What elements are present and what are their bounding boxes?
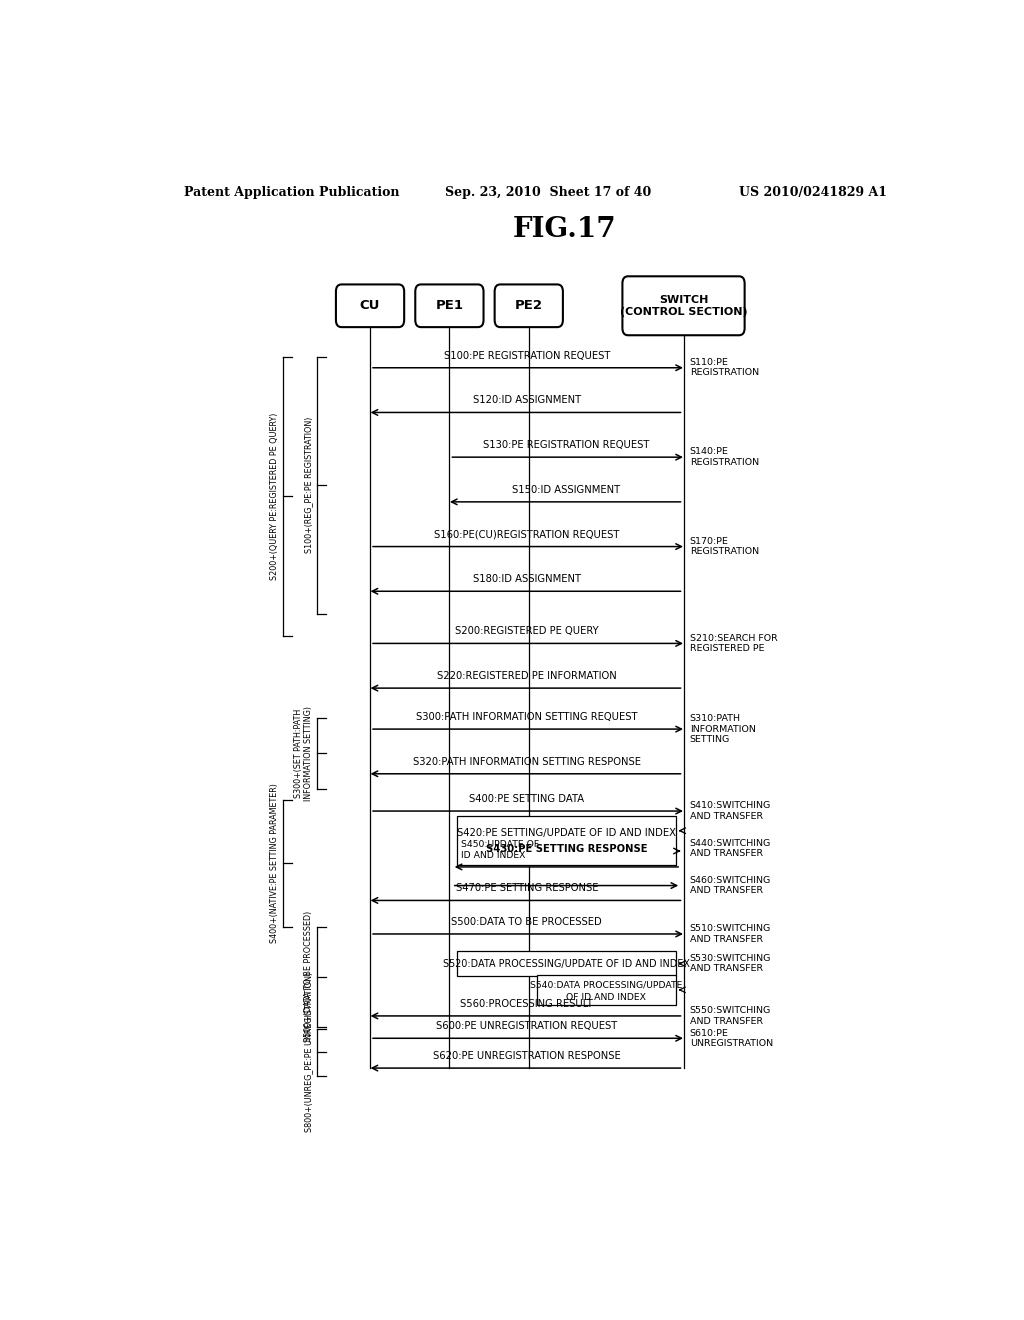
Text: S100+(REG_PE:PE REGISTRATION): S100+(REG_PE:PE REGISTRATION) <box>304 417 313 553</box>
Text: S320:PATH INFORMATION SETTING RESPONSE: S320:PATH INFORMATION SETTING RESPONSE <box>413 756 641 767</box>
Text: S620:PE UNREGISTRATION RESPONSE: S620:PE UNREGISTRATION RESPONSE <box>433 1051 621 1061</box>
Text: S450:UPDATE OF
ID AND INDEX: S450:UPDATE OF ID AND INDEX <box>462 841 540 859</box>
Text: S410:SWITCHING
AND TRANSFER: S410:SWITCHING AND TRANSFER <box>690 801 771 821</box>
FancyBboxPatch shape <box>336 284 404 327</box>
Text: S310:PATH
INFORMATION
SETTING: S310:PATH INFORMATION SETTING <box>690 714 756 744</box>
Text: S300+(SET PATH:PATH
INFORMATION SETTING): S300+(SET PATH:PATH INFORMATION SETTING) <box>294 706 313 801</box>
Text: S430:PE SETTING RESPONSE: S430:PE SETTING RESPONSE <box>485 843 647 854</box>
Text: S400+(NATIVE:PE SETTING PARAMETER): S400+(NATIVE:PE SETTING PARAMETER) <box>269 783 279 942</box>
Text: S150:ID ASSIGNMENT: S150:ID ASSIGNMENT <box>512 484 621 495</box>
Text: S470:PE SETTING RESPONSE: S470:PE SETTING RESPONSE <box>456 883 598 894</box>
Text: PE2: PE2 <box>515 300 543 313</box>
Text: S400:PE SETTING DATA: S400:PE SETTING DATA <box>469 793 585 804</box>
Text: SWITCH
(CONTROL SECTION): SWITCH (CONTROL SECTION) <box>620 294 748 317</box>
Text: S560:PROCESSING RESULT: S560:PROCESSING RESULT <box>461 999 593 1008</box>
Bar <box>458 952 676 977</box>
Text: US 2010/0241829 A1: US 2010/0241829 A1 <box>739 186 887 199</box>
Text: S120:ID ASSIGNMENT: S120:ID ASSIGNMENT <box>473 396 581 405</box>
Text: S550:SWITCHING
AND TRANSFER: S550:SWITCHING AND TRANSFER <box>690 1006 771 1026</box>
Text: PE1: PE1 <box>435 300 464 313</box>
Text: S440:SWITCHING
AND TRANSFER: S440:SWITCHING AND TRANSFER <box>690 838 771 858</box>
Bar <box>458 817 676 865</box>
Text: CU: CU <box>359 300 380 313</box>
Text: OF ID AND INDEX: OF ID AND INDEX <box>566 994 646 1002</box>
Text: S540:DATA PROCESSING/UPDATE: S540:DATA PROCESSING/UPDATE <box>530 981 682 989</box>
Text: S520:DATA PROCESSING/UPDATE OF ID AND INDEX: S520:DATA PROCESSING/UPDATE OF ID AND IN… <box>443 958 690 969</box>
Text: S110:PE
REGISTRATION: S110:PE REGISTRATION <box>690 358 759 378</box>
Text: S160:PE(CU)REGISTRATION REQUEST: S160:PE(CU)REGISTRATION REQUEST <box>434 529 620 540</box>
Text: S200+(QUERY PE:REGISTERED PE QUERY): S200+(QUERY PE:REGISTERED PE QUERY) <box>269 413 279 579</box>
Text: S610:PE
UNREGISTRATION: S610:PE UNREGISTRATION <box>690 1028 773 1048</box>
Text: Patent Application Publication: Patent Application Publication <box>183 186 399 199</box>
Text: S510:SWITCHING
AND TRANSFER: S510:SWITCHING AND TRANSFER <box>690 924 771 944</box>
Bar <box>537 974 676 1005</box>
Text: S170:PE
REGISTRATION: S170:PE REGISTRATION <box>690 537 759 556</box>
Text: S210:SEARCH FOR
REGISTERED PE: S210:SEARCH FOR REGISTERED PE <box>690 634 777 653</box>
Text: S530:SWITCHING
AND TRANSFER: S530:SWITCHING AND TRANSFER <box>690 954 771 973</box>
Text: S600:PE UNREGISTRATION REQUEST: S600:PE UNREGISTRATION REQUEST <box>436 1022 617 1031</box>
Text: S100:PE REGISTRATION REQUEST: S100:PE REGISTRATION REQUEST <box>443 351 610 360</box>
Text: S140:PE
REGISTRATION: S140:PE REGISTRATION <box>690 447 759 467</box>
Text: S420:PE SETTING/UPDATE OF ID AND INDEX: S420:PE SETTING/UPDATE OF ID AND INDEX <box>457 828 676 838</box>
Text: S200:REGISTERED PE QUERY: S200:REGISTERED PE QUERY <box>455 626 599 636</box>
FancyBboxPatch shape <box>495 284 563 327</box>
Text: S220:REGISTERED PE INFORMATION: S220:REGISTERED PE INFORMATION <box>437 671 616 681</box>
FancyBboxPatch shape <box>416 284 483 327</box>
Text: S800+(UNREG_PE:PE UNREGISTRATION): S800+(UNREG_PE:PE UNREGISTRATION) <box>304 973 313 1133</box>
Text: Sep. 23, 2010  Sheet 17 of 40: Sep. 23, 2010 Sheet 17 of 40 <box>445 186 651 199</box>
Text: S130:PE REGISTRATION REQUEST: S130:PE REGISTRATION REQUEST <box>483 440 649 450</box>
Text: S500:DATA TO BE PROCESSED: S500:DATA TO BE PROCESSED <box>452 917 602 927</box>
FancyBboxPatch shape <box>623 276 744 335</box>
Text: S460:SWITCHING
AND TRANSFER: S460:SWITCHING AND TRANSFER <box>690 876 771 895</box>
Text: S500+(DATA TO BE PROCESSED): S500+(DATA TO BE PROCESSED) <box>304 911 313 1043</box>
Text: FIG.17: FIG.17 <box>513 216 616 243</box>
Text: S180:ID ASSIGNMENT: S180:ID ASSIGNMENT <box>473 574 581 585</box>
Text: S300:PATH INFORMATION SETTING REQUEST: S300:PATH INFORMATION SETTING REQUEST <box>416 711 638 722</box>
